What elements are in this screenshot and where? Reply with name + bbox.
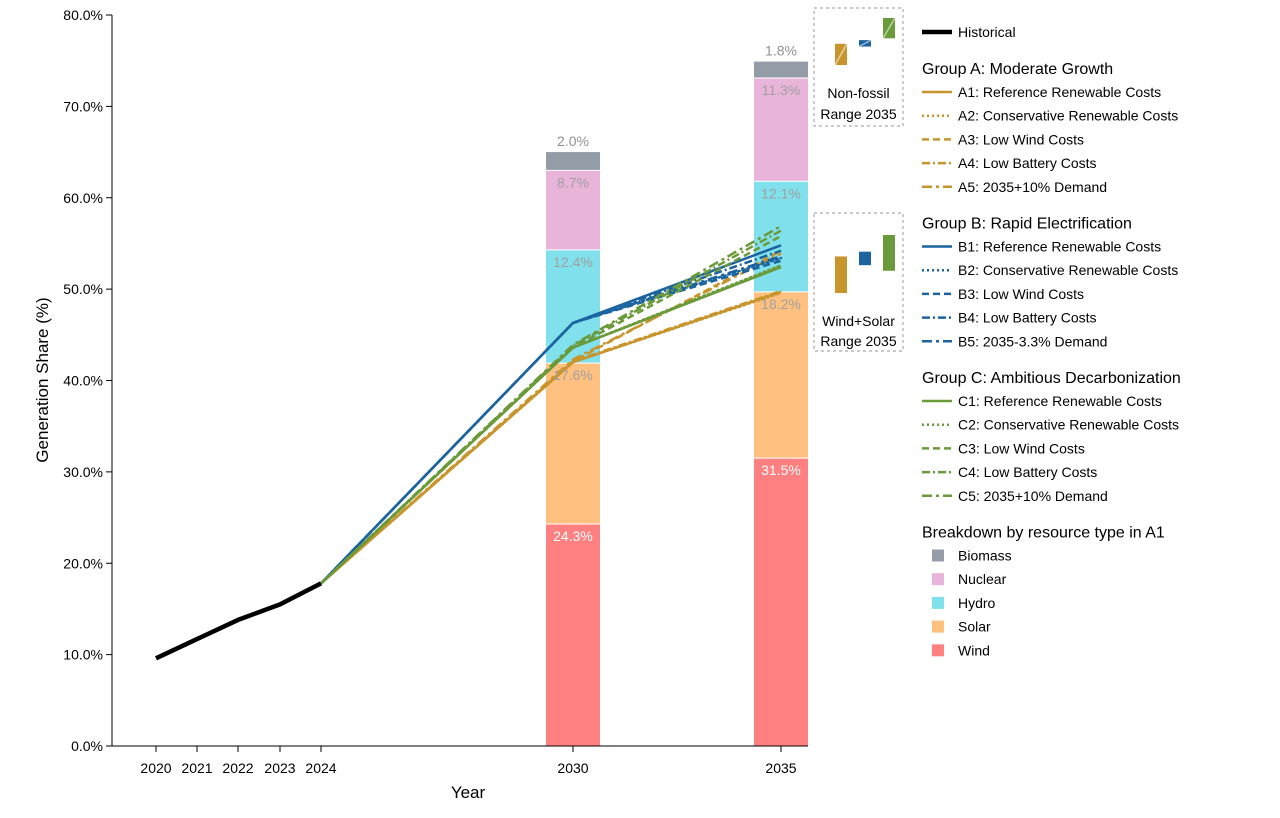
y-tick-label: 0.0% — [71, 738, 103, 754]
x-tick-label: 2030 — [557, 760, 588, 776]
bar-value-label: 12.1% — [761, 185, 801, 201]
legend-label: Historical — [958, 24, 1016, 40]
bar-segment-wind — [546, 523, 600, 746]
range-bar-group-c — [883, 235, 895, 271]
range-bar-group-b — [859, 251, 871, 266]
legend-group-title: Group B: Rapid Electrification — [922, 216, 1132, 233]
series-line — [320, 259, 782, 585]
legend: Historical Group A: Moderate Growth A1: Re… — [922, 24, 1181, 658]
legend-label: Biomass — [958, 548, 1012, 564]
bar-value-label: 2.0% — [557, 133, 589, 149]
legend-label: Nuclear — [958, 571, 1007, 587]
bar-segment-solar — [754, 291, 808, 459]
legend-swatch-solar — [932, 620, 944, 633]
legend-label: B4: Low Battery Costs — [958, 310, 1097, 326]
bar-value-label: 12.4% — [553, 254, 593, 270]
series-line — [320, 225, 782, 585]
bar-segment-nuclear — [546, 170, 600, 250]
x-tick-label: 2023 — [264, 760, 295, 776]
legend-label: C1: Reference Renewable Costs — [958, 393, 1162, 409]
x-tick-label: 2020 — [140, 760, 171, 776]
range-insets: Non-fossil Range 2035 Wind+Solar Range 2035 — [813, 7, 904, 352]
x-tick-label: 2035 — [765, 760, 796, 776]
bar-value-label: 17.6% — [553, 367, 593, 383]
legend-group-title: Group A: Moderate Growth — [922, 61, 1113, 78]
y-tick-label: 80.0% — [63, 7, 103, 23]
y-tick-label: 30.0% — [63, 464, 103, 480]
y-tick-label: 10.0% — [63, 647, 103, 663]
axes: Year Generation Share (%) 0.0% 10.0% 20.0%… — [33, 7, 808, 802]
legend-label: A3: Low Wind Costs — [958, 131, 1084, 147]
legend-label: A2: Conservative Renewable Costs — [958, 108, 1178, 124]
y-tick-label: 50.0% — [63, 281, 103, 297]
series-line — [320, 229, 782, 585]
historical-line — [155, 581, 323, 661]
stacked-bars — [546, 61, 808, 746]
legend-label: A5: 2035+10% Demand — [958, 179, 1107, 195]
bar-value-label: 18.2% — [761, 296, 801, 312]
legend-label: C2: Conservative Renewable Costs — [958, 417, 1179, 433]
range-bar-hatch — [834, 43, 848, 66]
legend-label: C5: 2035+10% Demand — [958, 488, 1108, 504]
legend-label: B3: Low Wind Costs — [958, 286, 1084, 302]
y-tick-label: 20.0% — [63, 555, 103, 571]
range-inset-label: Non-fossil — [827, 85, 889, 101]
legend-label: Wind — [958, 642, 990, 658]
range-bar-hatch — [858, 39, 872, 48]
range-inset-label: Range 2035 — [820, 333, 897, 349]
bar-value-label: 31.5% — [761, 462, 801, 478]
range-inset-label: Wind+Solar — [822, 313, 895, 329]
range-inset-box — [813, 212, 904, 352]
y-tick-label: 40.0% — [63, 373, 103, 389]
legend-label: A4: Low Battery Costs — [958, 155, 1097, 171]
legend-swatch-wind — [932, 644, 944, 657]
legend-group-title: Breakdown by resource type in A1 — [922, 525, 1165, 542]
bar-segment-hydro — [546, 249, 600, 364]
range-bar-group-a — [835, 256, 847, 293]
bar-value-label: 1.8% — [765, 43, 797, 59]
bar-segment-biomass — [754, 61, 808, 79]
x-tick-label: 2022 — [222, 760, 253, 776]
bar-value-label: 24.3% — [553, 528, 593, 544]
legend-label: B2: Conservative Renewable Costs — [958, 262, 1178, 278]
range-inset-label: Range 2035 — [820, 106, 897, 122]
x-tick-label: 2021 — [181, 760, 212, 776]
bar-value-label: 11.3% — [762, 82, 801, 98]
series-line — [320, 255, 782, 585]
legend-label: Hydro — [958, 595, 996, 611]
x-tick-label: 2024 — [305, 760, 336, 776]
y-axis-label: Generation Share (%) — [33, 297, 52, 462]
y-tick-label: 60.0% — [63, 190, 103, 206]
legend-label: C4: Low Battery Costs — [958, 464, 1097, 480]
x-axis-label: Year — [451, 783, 486, 802]
range-bar-hatch — [882, 17, 896, 39]
bar-value-labels: 24.3% 17.6% 12.4% 8.7% 2.0% 31.5% 18.2% 12.1% 11… — [553, 43, 801, 544]
legend-label: B5: 2035-3.3% Demand — [958, 333, 1107, 349]
legend-group-title: Group C: Ambitious Decarbonization — [922, 370, 1181, 387]
bar-segment-wind — [754, 458, 808, 746]
legend-label: C3: Low Wind Costs — [958, 440, 1085, 456]
legend-label: Solar — [958, 619, 991, 635]
bar-segment-biomass — [546, 152, 600, 171]
legend-swatch-biomass — [932, 549, 944, 562]
legend-label: B1: Reference Renewable Costs — [958, 239, 1161, 255]
range-inset-box — [813, 7, 904, 127]
series-line — [320, 289, 782, 585]
scenario-lines — [155, 225, 783, 661]
y-tick-label: 70.0% — [63, 98, 103, 114]
bar-value-label: 8.7% — [557, 174, 589, 190]
legend-label: A1: Reference Renewable Costs — [958, 84, 1161, 100]
series-line — [320, 252, 782, 585]
bar-segment-solar — [546, 363, 600, 524]
legend-swatch-nuclear — [932, 573, 944, 586]
legend-swatch-hydro — [932, 596, 944, 609]
bar-segment-nuclear — [754, 78, 808, 182]
